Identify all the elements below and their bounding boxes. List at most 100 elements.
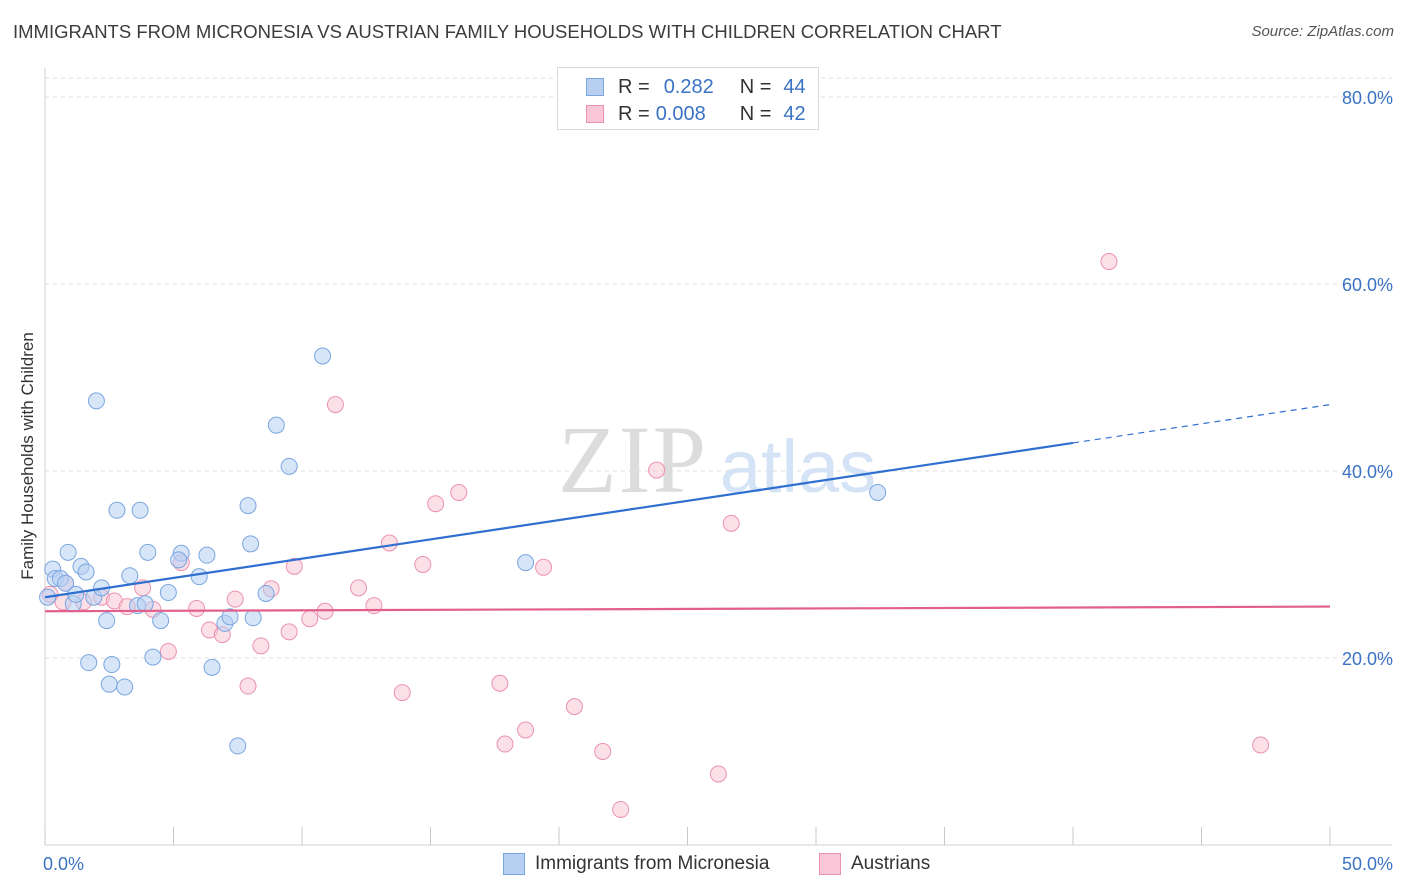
micronesia-point xyxy=(229,737,247,755)
micronesia-point xyxy=(314,347,332,365)
micronesia-point xyxy=(267,416,285,434)
micronesia-point xyxy=(257,584,275,602)
micronesia-point xyxy=(103,656,121,674)
x-tick-label-min: 0.0% xyxy=(43,854,84,874)
legend-label-austrians: Austrians xyxy=(851,853,931,874)
austrians-point xyxy=(380,534,398,552)
r-value-austrians: 0.008 xyxy=(655,102,706,125)
pink-swatch xyxy=(586,105,604,123)
austrians-point xyxy=(450,484,468,502)
micronesia-point xyxy=(100,675,118,693)
y-tick-label: 60.0% xyxy=(1342,275,1393,295)
micronesia-point xyxy=(239,497,257,515)
y-axis-label: Family Households with Children xyxy=(18,332,37,580)
micronesia-points xyxy=(39,347,887,755)
austrians-point xyxy=(280,623,298,641)
legend-label-micronesia: Immigrants from Micronesia xyxy=(535,853,770,874)
micronesia-point xyxy=(121,567,139,585)
trend-lines xyxy=(44,404,1331,613)
austrians-trend-line xyxy=(44,605,1331,613)
legend-row-austrians: R = 0.008 N = 42 xyxy=(586,102,806,126)
micronesia-point xyxy=(59,543,77,561)
austrians-point xyxy=(517,721,535,739)
austrians-point xyxy=(252,637,270,655)
micronesia-point xyxy=(198,546,216,564)
austrians-point xyxy=(188,599,206,617)
gridlines xyxy=(45,77,1392,659)
micronesia-point xyxy=(144,648,162,666)
austrians-point xyxy=(414,556,432,573)
n-label: N = xyxy=(739,102,772,125)
austrians-point xyxy=(491,674,509,692)
austrians-point xyxy=(393,684,411,702)
austrians-point xyxy=(1100,253,1118,271)
y-tick-label: 40.0% xyxy=(1342,462,1393,482)
stats-legend: R = 0.282 N = 44 R = 0.008 N = 42 xyxy=(557,67,819,130)
austrians-point xyxy=(565,698,583,716)
austrians-point xyxy=(239,677,257,695)
austrians-point xyxy=(594,743,612,760)
chart-title: IMMIGRANTS FROM MICRONESIA VS AUSTRIAN F… xyxy=(13,21,1002,42)
bottom-legend-austrians: Austrians xyxy=(819,851,930,877)
blue-swatch xyxy=(503,853,525,875)
micronesia-point xyxy=(80,654,98,672)
austrians-point xyxy=(285,557,303,575)
austrians-point xyxy=(612,800,630,818)
austrians-point xyxy=(535,558,553,576)
austrians-point xyxy=(301,610,319,628)
micronesia-point xyxy=(244,609,262,627)
micronesia-point xyxy=(221,608,239,626)
tick-labels: 20.0% 40.0% 60.0% 80.0% 0.0% 50.0% xyxy=(43,88,1393,874)
austrians-point xyxy=(427,495,445,513)
micronesia-point xyxy=(136,595,154,613)
micronesia-point xyxy=(98,612,116,630)
austrians-point xyxy=(722,514,740,532)
svg-text:ZIP: ZIP xyxy=(558,406,708,513)
micronesia-point xyxy=(869,484,887,502)
n-value-micronesia: 44 xyxy=(783,75,806,98)
micronesia-point xyxy=(116,678,134,696)
micronesia-point xyxy=(139,543,157,561)
micronesia-point xyxy=(203,658,221,676)
micronesia-point xyxy=(242,535,260,553)
micronesia-point xyxy=(159,584,177,602)
micronesia-point xyxy=(57,574,75,592)
bottom-legend-micronesia: Immigrants from Micronesia xyxy=(503,851,769,877)
austrians-point xyxy=(326,396,344,414)
r-label: R = xyxy=(618,102,650,125)
micronesia-point xyxy=(190,568,208,586)
austrians-point xyxy=(1252,736,1270,754)
austrians-point xyxy=(159,642,177,660)
legend-row-micronesia: R = 0.282 N = 44 xyxy=(586,75,806,99)
n-label: N = xyxy=(739,75,772,98)
austrians-point xyxy=(226,590,244,608)
r-value-micronesia: 0.282 xyxy=(663,75,714,98)
micronesia-point xyxy=(131,501,149,519)
micronesia-point xyxy=(108,501,126,519)
r-label: R = xyxy=(618,75,650,98)
austrians-point xyxy=(496,735,514,753)
micronesia-point xyxy=(170,551,188,569)
micronesia-point xyxy=(152,612,170,630)
micronesia-point xyxy=(517,554,535,572)
svg-text:atlas: atlas xyxy=(720,425,876,508)
pink-swatch xyxy=(819,853,841,875)
x-tick-label-max: 50.0% xyxy=(1342,854,1393,874)
micronesia-trend-projection xyxy=(1072,404,1331,444)
micronesia-trend-line xyxy=(44,441,1074,599)
micronesia-point xyxy=(87,392,105,410)
micronesia-point xyxy=(77,563,95,581)
austrians-point xyxy=(709,765,727,783)
austrians-point xyxy=(365,597,383,615)
source-label: Source: ZipAtlas.com xyxy=(1251,23,1394,40)
y-tick-label: 20.0% xyxy=(1342,649,1393,669)
austrians-point xyxy=(350,579,368,597)
axes xyxy=(44,68,1392,846)
austrians-point xyxy=(648,461,666,479)
watermark: ZIP atlas xyxy=(558,406,876,513)
micronesia-point xyxy=(280,457,298,475)
y-tick-label: 80.0% xyxy=(1342,88,1393,108)
blue-swatch xyxy=(586,78,604,96)
austrians-points xyxy=(41,253,1270,818)
